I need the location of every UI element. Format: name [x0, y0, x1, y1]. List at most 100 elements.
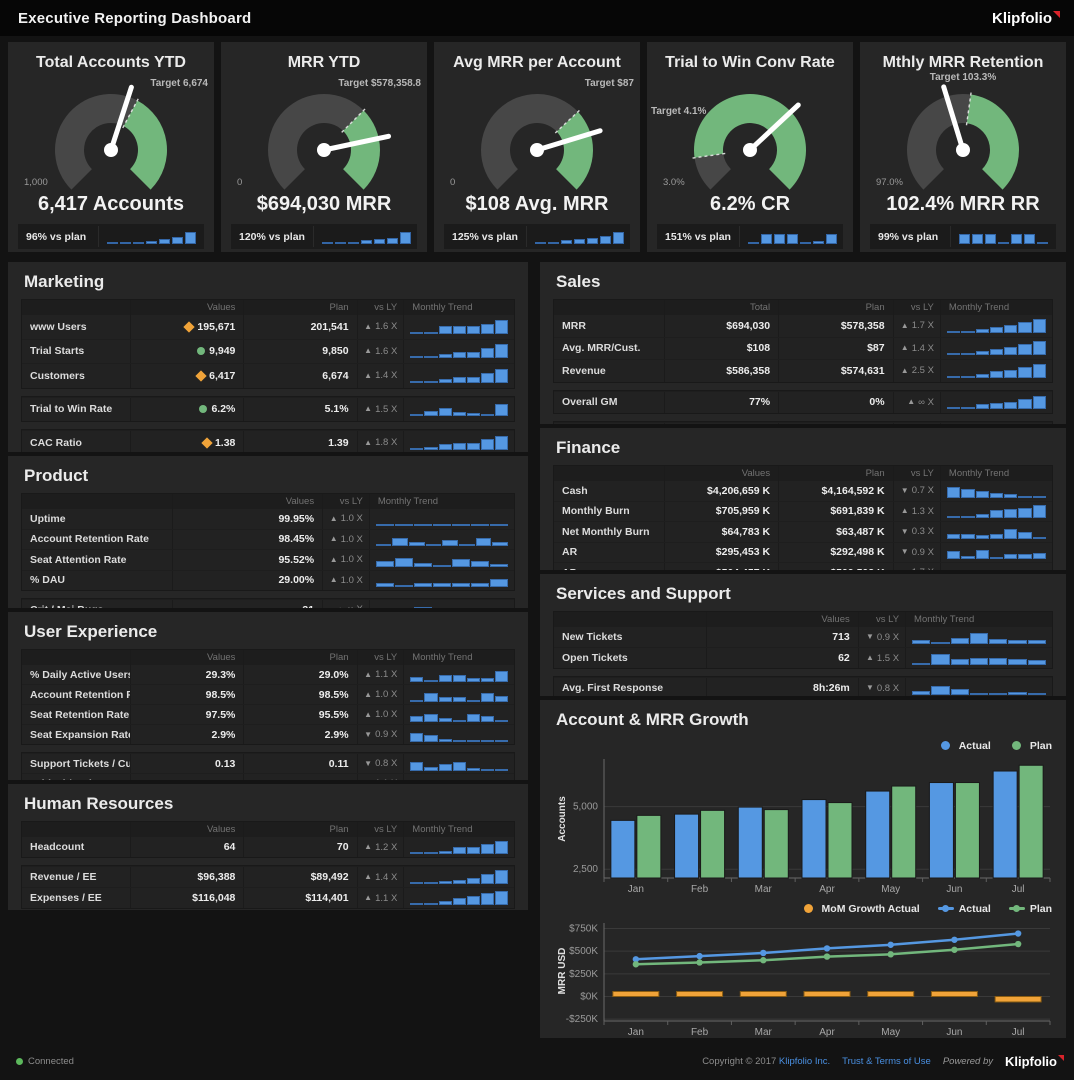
metric-value-text: $705,959 K — [715, 505, 771, 518]
spark-bar — [452, 739, 466, 742]
up-triangle-icon: ▲ — [364, 842, 373, 851]
spark-bar — [975, 329, 989, 333]
vs-ly-indicator: ▼ 0.8 X — [356, 754, 404, 773]
gauge-gray-zone — [694, 153, 731, 190]
metric-value: $4,206,659 K — [663, 481, 779, 501]
spark-bar — [159, 239, 170, 244]
spark-bar — [490, 523, 509, 526]
mom-growth-bar — [930, 991, 978, 997]
metric-name: Trial to Win Rate — [30, 403, 113, 416]
spark-bar — [490, 563, 509, 567]
y-tick-label: 5,000 — [573, 802, 598, 813]
spark-bar — [961, 533, 975, 539]
spark-bar — [825, 234, 837, 244]
trend-cell — [403, 754, 514, 773]
up-triangle-icon: ▲ — [907, 397, 916, 407]
trend-sparkline — [941, 484, 1052, 498]
gauge-hub — [104, 143, 118, 157]
spark-bar — [394, 585, 413, 588]
table-row: % Daily Active Users 29.3% 29.0% ▲ 1.1 X — [22, 665, 514, 684]
plan-point — [760, 957, 767, 964]
spark-bar — [1011, 234, 1022, 244]
metric-plan: 29.0% — [243, 665, 356, 684]
table-group: Values Plan vs LY Monthly Trend www Users 195… — [21, 299, 515, 389]
metric-value: $504,457 K — [663, 563, 779, 570]
y-tick-label: 2,500 — [573, 864, 598, 875]
company-link[interactable]: Klipfolio Inc. — [778, 1055, 831, 1067]
metric-value-text: 6,417 — [209, 369, 236, 382]
spark-bar — [452, 761, 466, 771]
spark-bar — [410, 903, 424, 905]
spark-bar — [494, 870, 509, 884]
spark-bar — [950, 689, 969, 695]
column-header: vs LY — [322, 494, 369, 509]
plan-point — [887, 951, 894, 958]
spark-bar — [424, 766, 438, 771]
actual-bar — [737, 806, 763, 879]
up-triangle-icon: ▲ — [364, 689, 373, 699]
spark-bar — [399, 232, 411, 244]
up-triangle-icon: ▲ — [900, 365, 909, 375]
actual-bar — [801, 799, 827, 879]
table-row: Uptime 99.95% ▲ 1.0 X — [22, 509, 514, 529]
spark-bar — [120, 242, 131, 244]
vs-ly-indicator: ▲1.1 X — [356, 665, 404, 684]
mom-growth-bar — [867, 991, 915, 997]
up-triangle-icon: ▲ — [329, 534, 338, 544]
spark-bar — [1008, 659, 1027, 665]
x-tick-label: May — [881, 884, 900, 895]
footer-klipfolio-logo: Klipfolio — [1005, 1054, 1064, 1069]
metric-value-text: 195,671 — [197, 320, 236, 333]
table-header-row: Values Plan vs LY Monthly Trend — [22, 650, 514, 665]
vs-ly-value: 1.0 X — [340, 513, 363, 525]
trend-cell — [939, 337, 1052, 359]
spark-bar — [466, 877, 480, 884]
terms-link[interactable]: Trust & Terms of Use — [842, 1055, 931, 1067]
gauge-card: MRR YTD Target $578,358.8 0 $694,030 MRR 120… — [221, 42, 427, 252]
trend-sparkline — [404, 708, 514, 722]
spark-bar — [989, 657, 1008, 665]
spark-bar — [424, 331, 438, 334]
down-triangle-icon: ▼ — [865, 632, 874, 641]
vs-plan-label: 99% vs plan — [878, 230, 939, 243]
spark-bar — [373, 239, 385, 244]
vs-plan-strip: 125% vs plan — [444, 224, 630, 249]
spark-bar — [1018, 322, 1032, 333]
plan-point — [951, 946, 958, 953]
spark-bar — [438, 739, 452, 742]
spark-bar — [989, 638, 1008, 644]
vs-ly-value: 1.1 X — [375, 778, 397, 780]
table-group: CAC/Cust. $837▼0.8 — [553, 421, 1053, 424]
spark-bar — [492, 541, 508, 547]
y-axis-label: MRR USD — [557, 948, 568, 995]
metrics-table: Total Plan vs LY Monthly Trend MRR $694,030 $5… — [553, 299, 1053, 424]
metric-value: 6,417 — [130, 364, 243, 388]
trend-sparkline — [404, 344, 514, 359]
gauge-gray-zone — [481, 93, 578, 190]
spark-bar — [413, 583, 432, 588]
spark-bar — [931, 685, 950, 695]
spark-bar — [950, 658, 969, 665]
spark-bar — [490, 578, 509, 588]
spark-bar — [438, 900, 452, 905]
spark-bar — [425, 544, 442, 547]
trend-cell — [939, 315, 1052, 337]
table-group: Trial to Win Rate 6.2% 5.1% ▲ 1.5 X — [21, 395, 515, 422]
gauge-gray-zone — [268, 94, 364, 190]
metric-value: 33 — [130, 774, 243, 780]
trend-sparkline — [941, 504, 1052, 519]
metric-value-text: 77% — [749, 396, 771, 409]
gauge-value: 102.4% MRR RR — [886, 193, 1040, 215]
gauge-min-label: 3.0% — [663, 177, 685, 188]
column-header — [22, 494, 172, 509]
spark-bar — [1004, 509, 1018, 519]
spark-bar — [975, 403, 989, 410]
metric-plan: $87 — [778, 337, 893, 359]
table-row: % DAU 29.00% ▲ 1.0 X — [22, 569, 514, 590]
trend-sparkline — [941, 525, 1052, 539]
spark-bar — [480, 768, 494, 771]
trend-sparkline — [404, 870, 514, 884]
metric-name: www Users — [30, 320, 87, 333]
legend-dot — [1011, 741, 1021, 750]
column-header: Monthly Trend — [403, 822, 514, 837]
